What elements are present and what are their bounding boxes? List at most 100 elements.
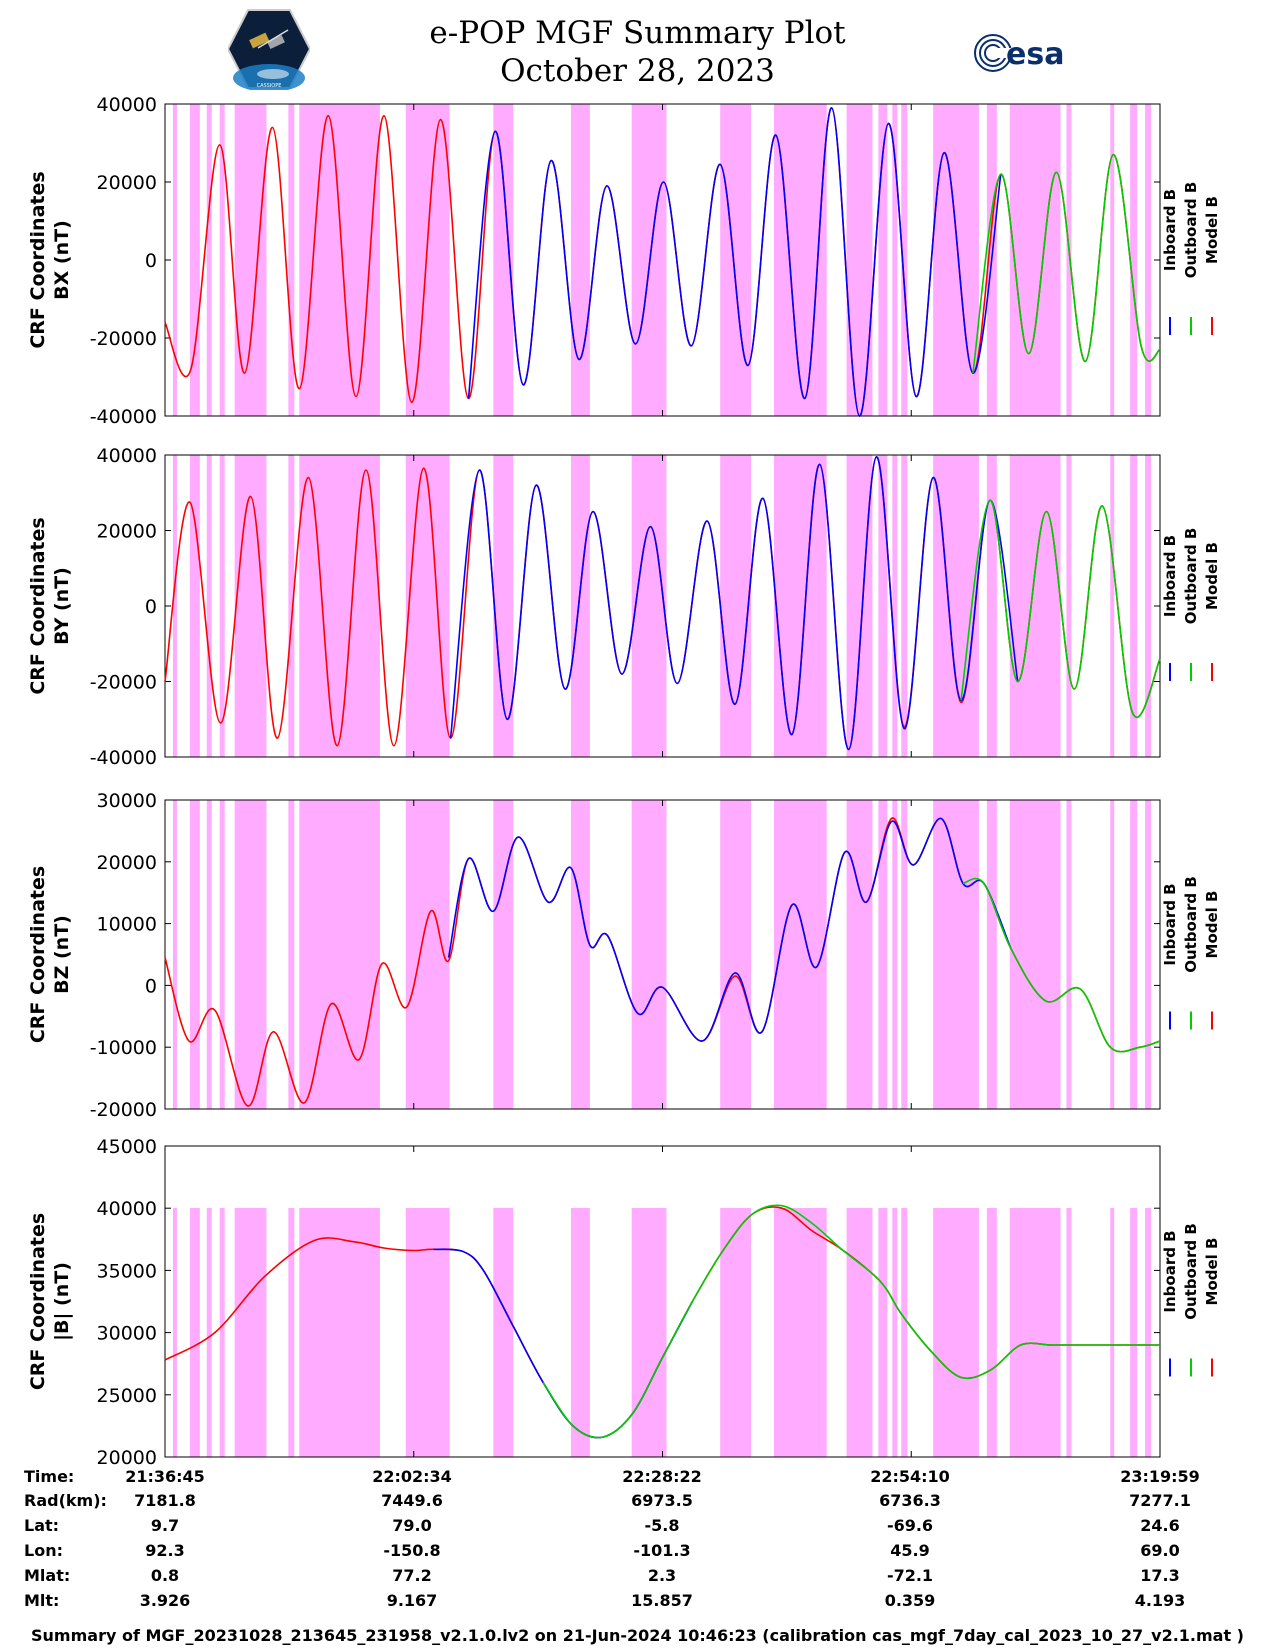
table-row-label: Lat: [24,1516,59,1535]
table-cell: 7277.1 [1129,1491,1191,1510]
shade-band [631,1208,667,1457]
shade-band [299,800,380,1109]
y-axis-label: |B| (nT) [51,1262,73,1341]
plot-date: October 28, 2023 [500,53,775,89]
series-inboard-b-line [447,817,1012,1042]
shade-band [405,800,450,1109]
shade-band [189,1208,200,1457]
series-outboard-b-line [542,1204,1160,1439]
table-cell: 21:36:45 [125,1467,205,1486]
plot-title: e-POP MGF Summary Plot [429,15,846,51]
shade-band [570,455,590,757]
y-tick-label: 40000 [97,1198,157,1220]
table-cell: 17.3 [1140,1566,1179,1585]
shade-band [299,1208,380,1457]
shade-band [933,1208,979,1457]
table-cell: -69.6 [887,1516,933,1535]
shade-band [986,800,997,1109]
shade-band [172,800,177,1109]
shade-band [219,800,225,1109]
y-tick-label: 30000 [97,1323,157,1345]
y-tick-label: 45000 [97,1136,157,1158]
table-cell: 15.857 [631,1591,693,1610]
shade-band [1066,1208,1072,1457]
shade-band [1110,455,1115,757]
y-axis-label: CRF Coordinates [27,866,49,1043]
shade-band [846,1208,873,1457]
legend-label: Model B [1203,1238,1221,1306]
shade-band [1145,104,1152,416]
table-cell: 6736.3 [879,1491,941,1510]
shade-band [720,1208,752,1457]
shade-band [234,455,267,757]
y-tick-label: 20000 [97,521,157,543]
panel-1: 40000 20000 0 -20000 -40000 CRF Coordinates BX… [27,94,1221,428]
legend-label: Inboard B [1161,189,1179,271]
table-cell: 0.8 [151,1566,179,1585]
table-row-label: Mlat: [24,1566,70,1585]
shade-band [773,1208,827,1457]
cassiope-logo: CASSIOPE [228,9,310,90]
panel-4: 45000 40000 35000 30000 25000 20000 CRF Coordi… [27,1136,1221,1469]
legend-label: Outboard B [1182,528,1200,625]
table-row-label: Mlt: [24,1591,59,1610]
shade-band [493,104,514,416]
shade-band [892,1208,898,1457]
y-axis-label: BY (nT) [51,567,73,645]
shade-band [1110,1208,1115,1457]
shade-band [405,104,450,416]
table-cell: -150.8 [383,1541,440,1560]
y-tick-label: -40000 [90,747,157,769]
shade-band [172,1208,177,1457]
shade-band [986,455,997,757]
y-tick-label: 40000 [97,445,157,467]
shade-band [288,104,295,416]
ephemeris-table: Time: Rad(km): Lat: Lon: Mlat: Mlt: 21:36:45 71… [24,1467,1200,1610]
series-outboard-b-line [962,877,1161,1053]
shade-band [299,455,380,757]
table-cell: 92.3 [145,1541,184,1560]
shade-band [933,104,979,416]
shade-band [1130,1208,1138,1457]
table-cell: 3.926 [140,1591,191,1610]
shade-band [631,800,667,1109]
shade-band [1145,455,1152,757]
shade-band [986,1208,997,1457]
shade-band [1066,455,1072,757]
shade-band [288,455,295,757]
y-tick-label: 30000 [97,790,157,812]
panel-2: 40000 20000 0 -20000 -40000 CRF Coordinates BY… [27,445,1221,769]
legend-label: Outboard B [1182,876,1200,973]
series-outboard-b-line [972,153,1161,374]
y-tick-label: -20000 [90,672,157,694]
shade-band [901,104,908,416]
table-cell: 69.0 [1140,1541,1179,1560]
shade-band [720,104,752,416]
footer-caption: Summary of MGF_20231028_213645_231958_v2… [31,1626,1244,1645]
series-inboard-b-line [449,456,1019,751]
table-cell: -5.8 [645,1516,680,1535]
shade-band [1066,104,1072,416]
cassiope-logo-text: CASSIOPE [257,83,282,89]
shade-band [901,800,908,1109]
shade-band [1130,104,1138,416]
shade-band [234,104,267,416]
table-cell: 22:02:34 [372,1467,452,1486]
shade-band [1145,800,1152,1109]
y-tick-label: 0 [145,975,157,997]
y-tick-label: 40000 [97,94,157,116]
table-row-label: Time: [24,1467,74,1486]
table-cell: 0.359 [885,1591,936,1610]
shade-band [1009,1208,1061,1457]
shade-band [720,455,752,757]
table-cell: 23:19:59 [1120,1467,1200,1486]
shade-band [773,455,827,757]
shade-band [1145,1208,1152,1457]
shade-band [773,800,827,1109]
title-block: e-POP MGF Summary Plot October 28, 2023 [0,14,1275,90]
shade-band [901,455,908,757]
y-tick-label: 20000 [97,1447,157,1469]
y-tick-label: 20000 [97,852,157,874]
shade-band [405,1208,450,1457]
shade-band [234,1208,267,1457]
